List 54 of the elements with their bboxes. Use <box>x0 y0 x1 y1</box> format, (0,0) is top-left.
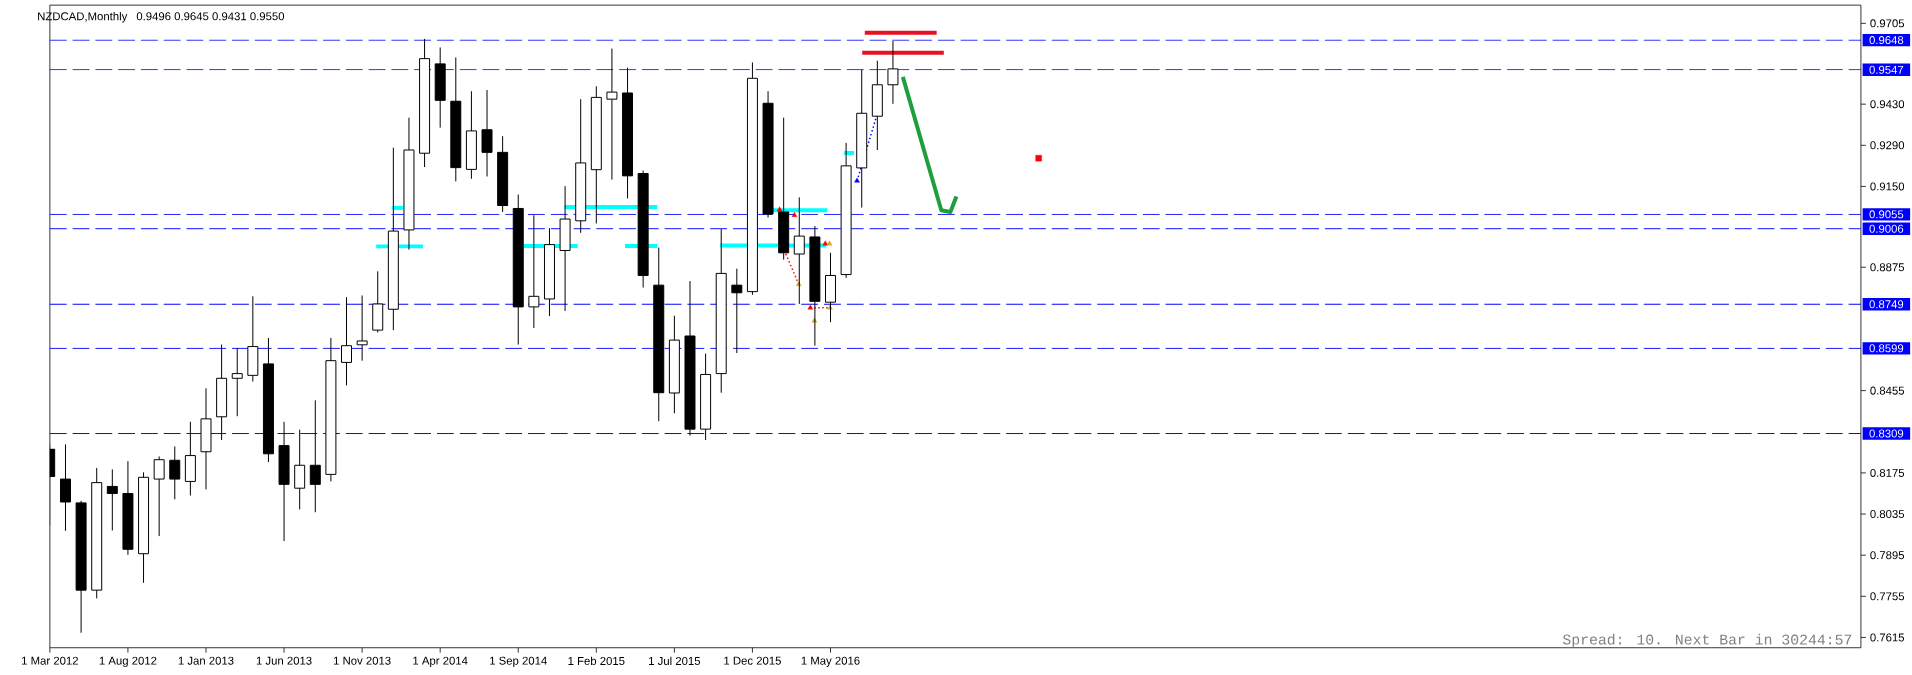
x-tick-label: 1 Aug 2012 <box>99 656 157 667</box>
x-tick-label: 1 Nov 2013 <box>333 656 391 665</box>
candlestick <box>309 399 321 513</box>
x-tick-label: 1 Jul 2015 <box>649 656 701 665</box>
x-tick-label: 1 Mar 2012 <box>22 656 78 665</box>
y-tick-label: 0.8875 <box>1870 263 1905 272</box>
point <box>826 240 833 246</box>
candlestick <box>59 443 71 532</box>
x-tick-label: 1 Jun 2013 <box>256 656 312 665</box>
y-tick-label: 0.8035 <box>1870 509 1905 518</box>
point <box>854 177 860 183</box>
line-series <box>900 74 959 214</box>
x-tick-label: 1 May 2016 <box>801 656 860 667</box>
ref-line-label: 0.9055 <box>1869 210 1904 219</box>
x-tick-label: 1 Jan 2013 <box>178 656 234 665</box>
y-tick-label: 0.7615 <box>1870 633 1905 642</box>
x-tick-label: 1 Sep 2014 <box>490 656 547 667</box>
candlestick <box>106 468 118 531</box>
ref-line-label: 0.9648 <box>1869 36 1904 45</box>
chart-subtitle: 0.9496 0.9645 0.9431 0.9550 <box>136 12 285 21</box>
x-tick-label: 1 Feb 2015 <box>568 656 625 665</box>
point <box>807 304 814 310</box>
y-tick-label: 0.9430 <box>1870 100 1905 109</box>
candlestick <box>169 445 181 500</box>
point <box>1035 154 1042 162</box>
ref-line-label: 0.8599 <box>1869 344 1904 353</box>
text: NZDCAD,Monthly <box>38 11 128 23</box>
candlestick <box>153 455 165 537</box>
candlestick <box>528 214 540 329</box>
candlestick <box>481 89 493 177</box>
candlestick <box>341 296 352 386</box>
y-tick-label: 0.9705 <box>1870 19 1905 28</box>
point <box>776 206 783 212</box>
x-tick-label: 1 Apr 2014 <box>413 656 468 667</box>
y-tick-label: 0.9290 <box>1870 141 1905 150</box>
y-tick-label: 0.7755 <box>1870 592 1905 601</box>
annotation: Spread: 10. Next Bar in 30244:57 <box>1562 633 1852 648</box>
candlestick <box>731 268 743 354</box>
candlestick <box>606 48 618 181</box>
ref-line-label: 0.9547 <box>1869 65 1904 74</box>
ref-line-label: 0.8749 <box>1869 300 1904 309</box>
candlestick <box>887 40 899 105</box>
point <box>822 240 829 246</box>
y-tick-label: 0.8455 <box>1870 386 1905 395</box>
candlestick <box>356 294 368 362</box>
ref-line-label: 0.9006 <box>1869 224 1904 233</box>
candlestick <box>294 429 306 510</box>
ref-line-label: 0.8309 <box>1869 429 1904 438</box>
x-tick-label: 1 Dec 2015 <box>724 656 781 665</box>
candlestick <box>231 347 243 417</box>
y-tick-label: 0.7895 <box>1870 551 1905 560</box>
y-tick-label: 0.8175 <box>1870 468 1905 477</box>
point <box>791 211 798 217</box>
y-tick-label: 0.9150 <box>1870 182 1905 191</box>
